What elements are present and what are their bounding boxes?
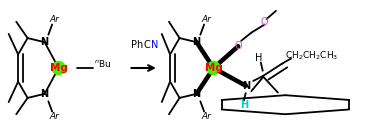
Text: Ph: Ph xyxy=(132,40,144,50)
Text: $^n$Bu: $^n$Bu xyxy=(94,58,111,69)
Text: H: H xyxy=(240,100,248,110)
Text: N: N xyxy=(40,89,49,99)
Text: Mg: Mg xyxy=(204,63,223,73)
Text: O: O xyxy=(234,41,242,51)
Text: Ar: Ar xyxy=(49,15,59,24)
Text: H: H xyxy=(255,53,263,64)
Text: O: O xyxy=(261,17,268,27)
Circle shape xyxy=(207,61,220,75)
Text: N: N xyxy=(151,40,158,50)
Circle shape xyxy=(52,61,65,75)
Text: N: N xyxy=(192,37,201,47)
Text: Ar: Ar xyxy=(201,112,211,121)
Text: N: N xyxy=(242,81,250,91)
Text: CH$_2$CH$_2$CH$_3$: CH$_2$CH$_2$CH$_3$ xyxy=(285,50,338,62)
Text: Ar: Ar xyxy=(201,15,211,24)
Text: Mg: Mg xyxy=(50,63,68,73)
Text: C: C xyxy=(144,40,150,50)
Text: Ar: Ar xyxy=(49,112,59,121)
Text: N: N xyxy=(192,89,201,99)
Text: N: N xyxy=(40,37,49,47)
